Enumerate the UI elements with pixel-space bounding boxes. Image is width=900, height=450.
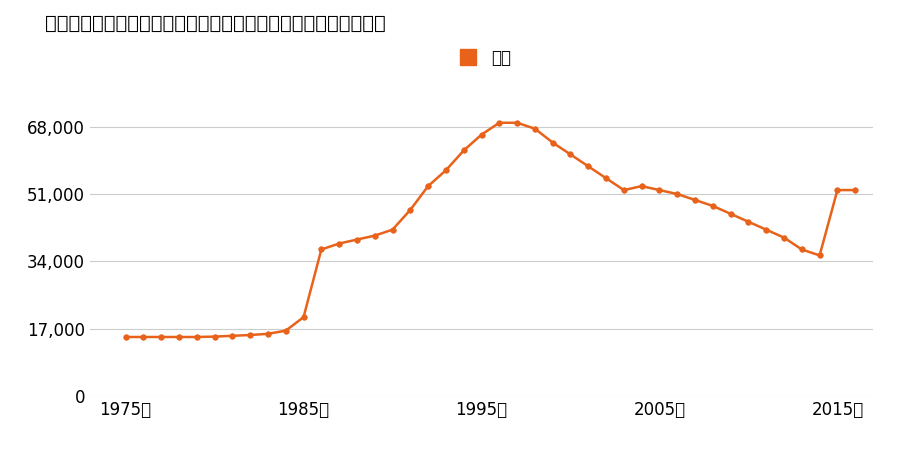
Legend: 価格: 価格: [445, 42, 518, 73]
Text: 岡山県倉敷市玉島柏島字東宮地１５９５番４ほか１筆の地価推移: 岡山県倉敷市玉島柏島字東宮地１５９５番４ほか１筆の地価推移: [45, 14, 386, 32]
